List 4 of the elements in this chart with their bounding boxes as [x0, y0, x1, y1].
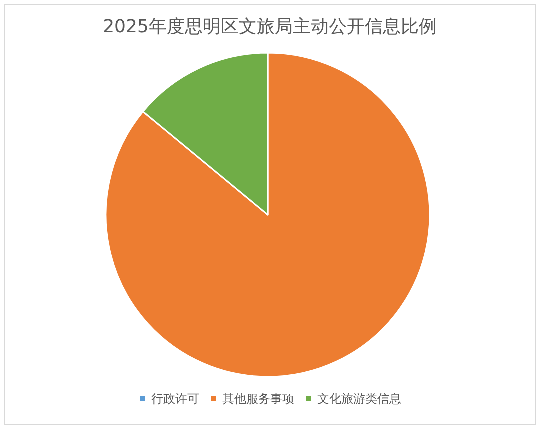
- legend-label: 其他服务事项: [222, 392, 294, 406]
- legend-label: 文化旅游类信息: [318, 392, 402, 406]
- legend-label: 行政许可: [152, 392, 200, 406]
- chart-title: 2025年度思明区文旅局主动公开信息比例: [103, 16, 437, 38]
